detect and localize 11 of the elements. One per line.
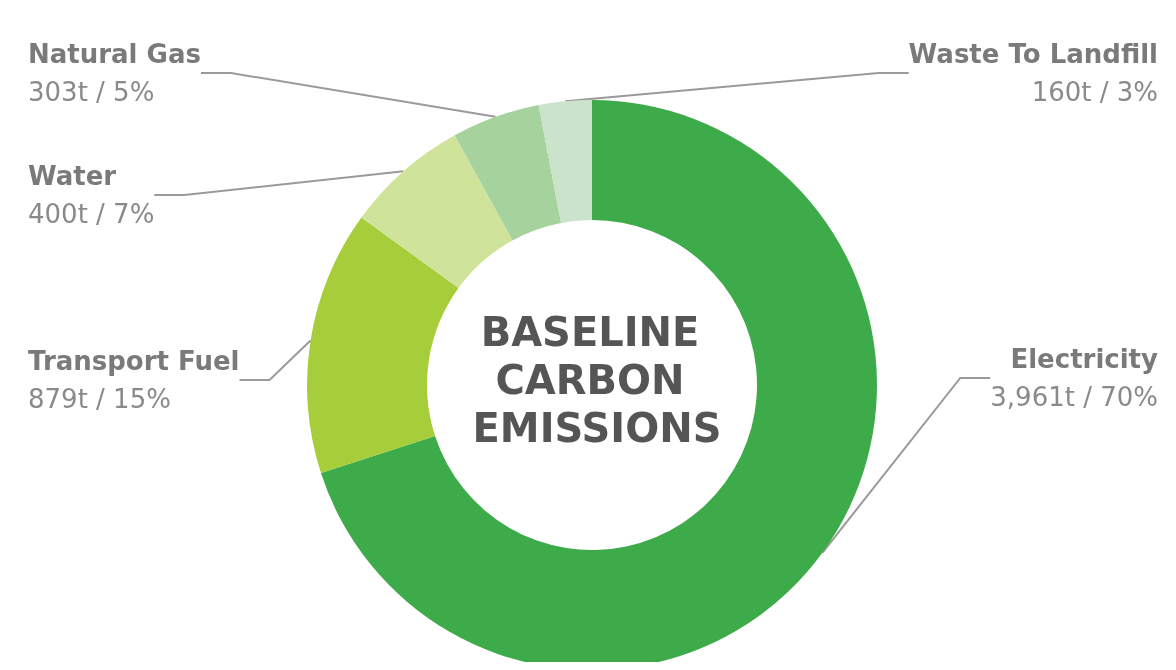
slice-label: Transport Fuel [28, 346, 240, 376]
data-label: 400t / 7% [28, 199, 155, 229]
slice-label: Electricity [1010, 344, 1159, 374]
slice-label: Water [28, 161, 117, 191]
data-label: 160t / 3% [1031, 77, 1158, 107]
text: BASELINE CARBON EMISSIONS [472, 309, 722, 451]
data-label: 879t / 15% [28, 384, 171, 414]
slice-label: Waste To Landfill [908, 39, 1158, 69]
data-label: 303t / 5% [28, 77, 155, 107]
data-label: 3,961t / 70% [990, 382, 1158, 412]
slice-label: Natural Gas [28, 39, 201, 69]
